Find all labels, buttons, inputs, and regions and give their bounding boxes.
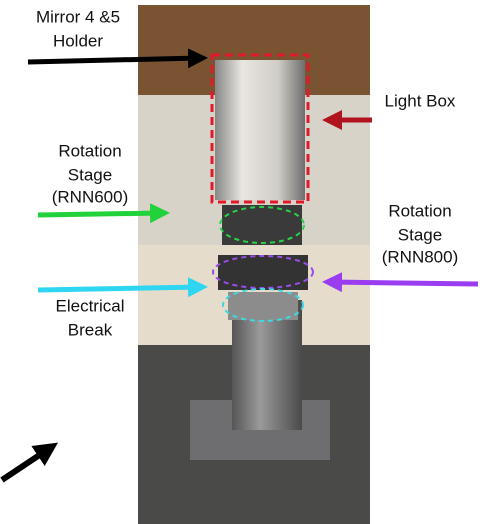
label-line: Stage bbox=[398, 225, 442, 244]
arrow bbox=[330, 282, 478, 284]
label-line: Stage bbox=[68, 165, 112, 184]
label-line: (RNN800) bbox=[382, 247, 459, 266]
light-box bbox=[215, 60, 305, 200]
arrow bbox=[2, 448, 50, 480]
page: Mirror 4 &5 Holder Light Box Rotation St… bbox=[0, 0, 480, 524]
arrow bbox=[38, 213, 162, 215]
break-ring bbox=[228, 292, 298, 320]
label-line: Holder bbox=[53, 31, 103, 50]
label-line: Electrical bbox=[56, 296, 125, 315]
label-line: Rotation bbox=[388, 201, 451, 220]
arrow bbox=[38, 287, 200, 290]
label-line: Break bbox=[68, 320, 113, 339]
stage-800 bbox=[218, 255, 308, 290]
label-line: (RNN600) bbox=[52, 187, 129, 206]
photo bbox=[138, 5, 370, 524]
label-line: Rotation bbox=[58, 141, 121, 160]
label-line: Light Box bbox=[385, 91, 456, 110]
label-line: Mirror 4 &5 bbox=[36, 7, 120, 26]
annotated-photo: Mirror 4 &5 Holder Light Box Rotation St… bbox=[0, 0, 480, 524]
